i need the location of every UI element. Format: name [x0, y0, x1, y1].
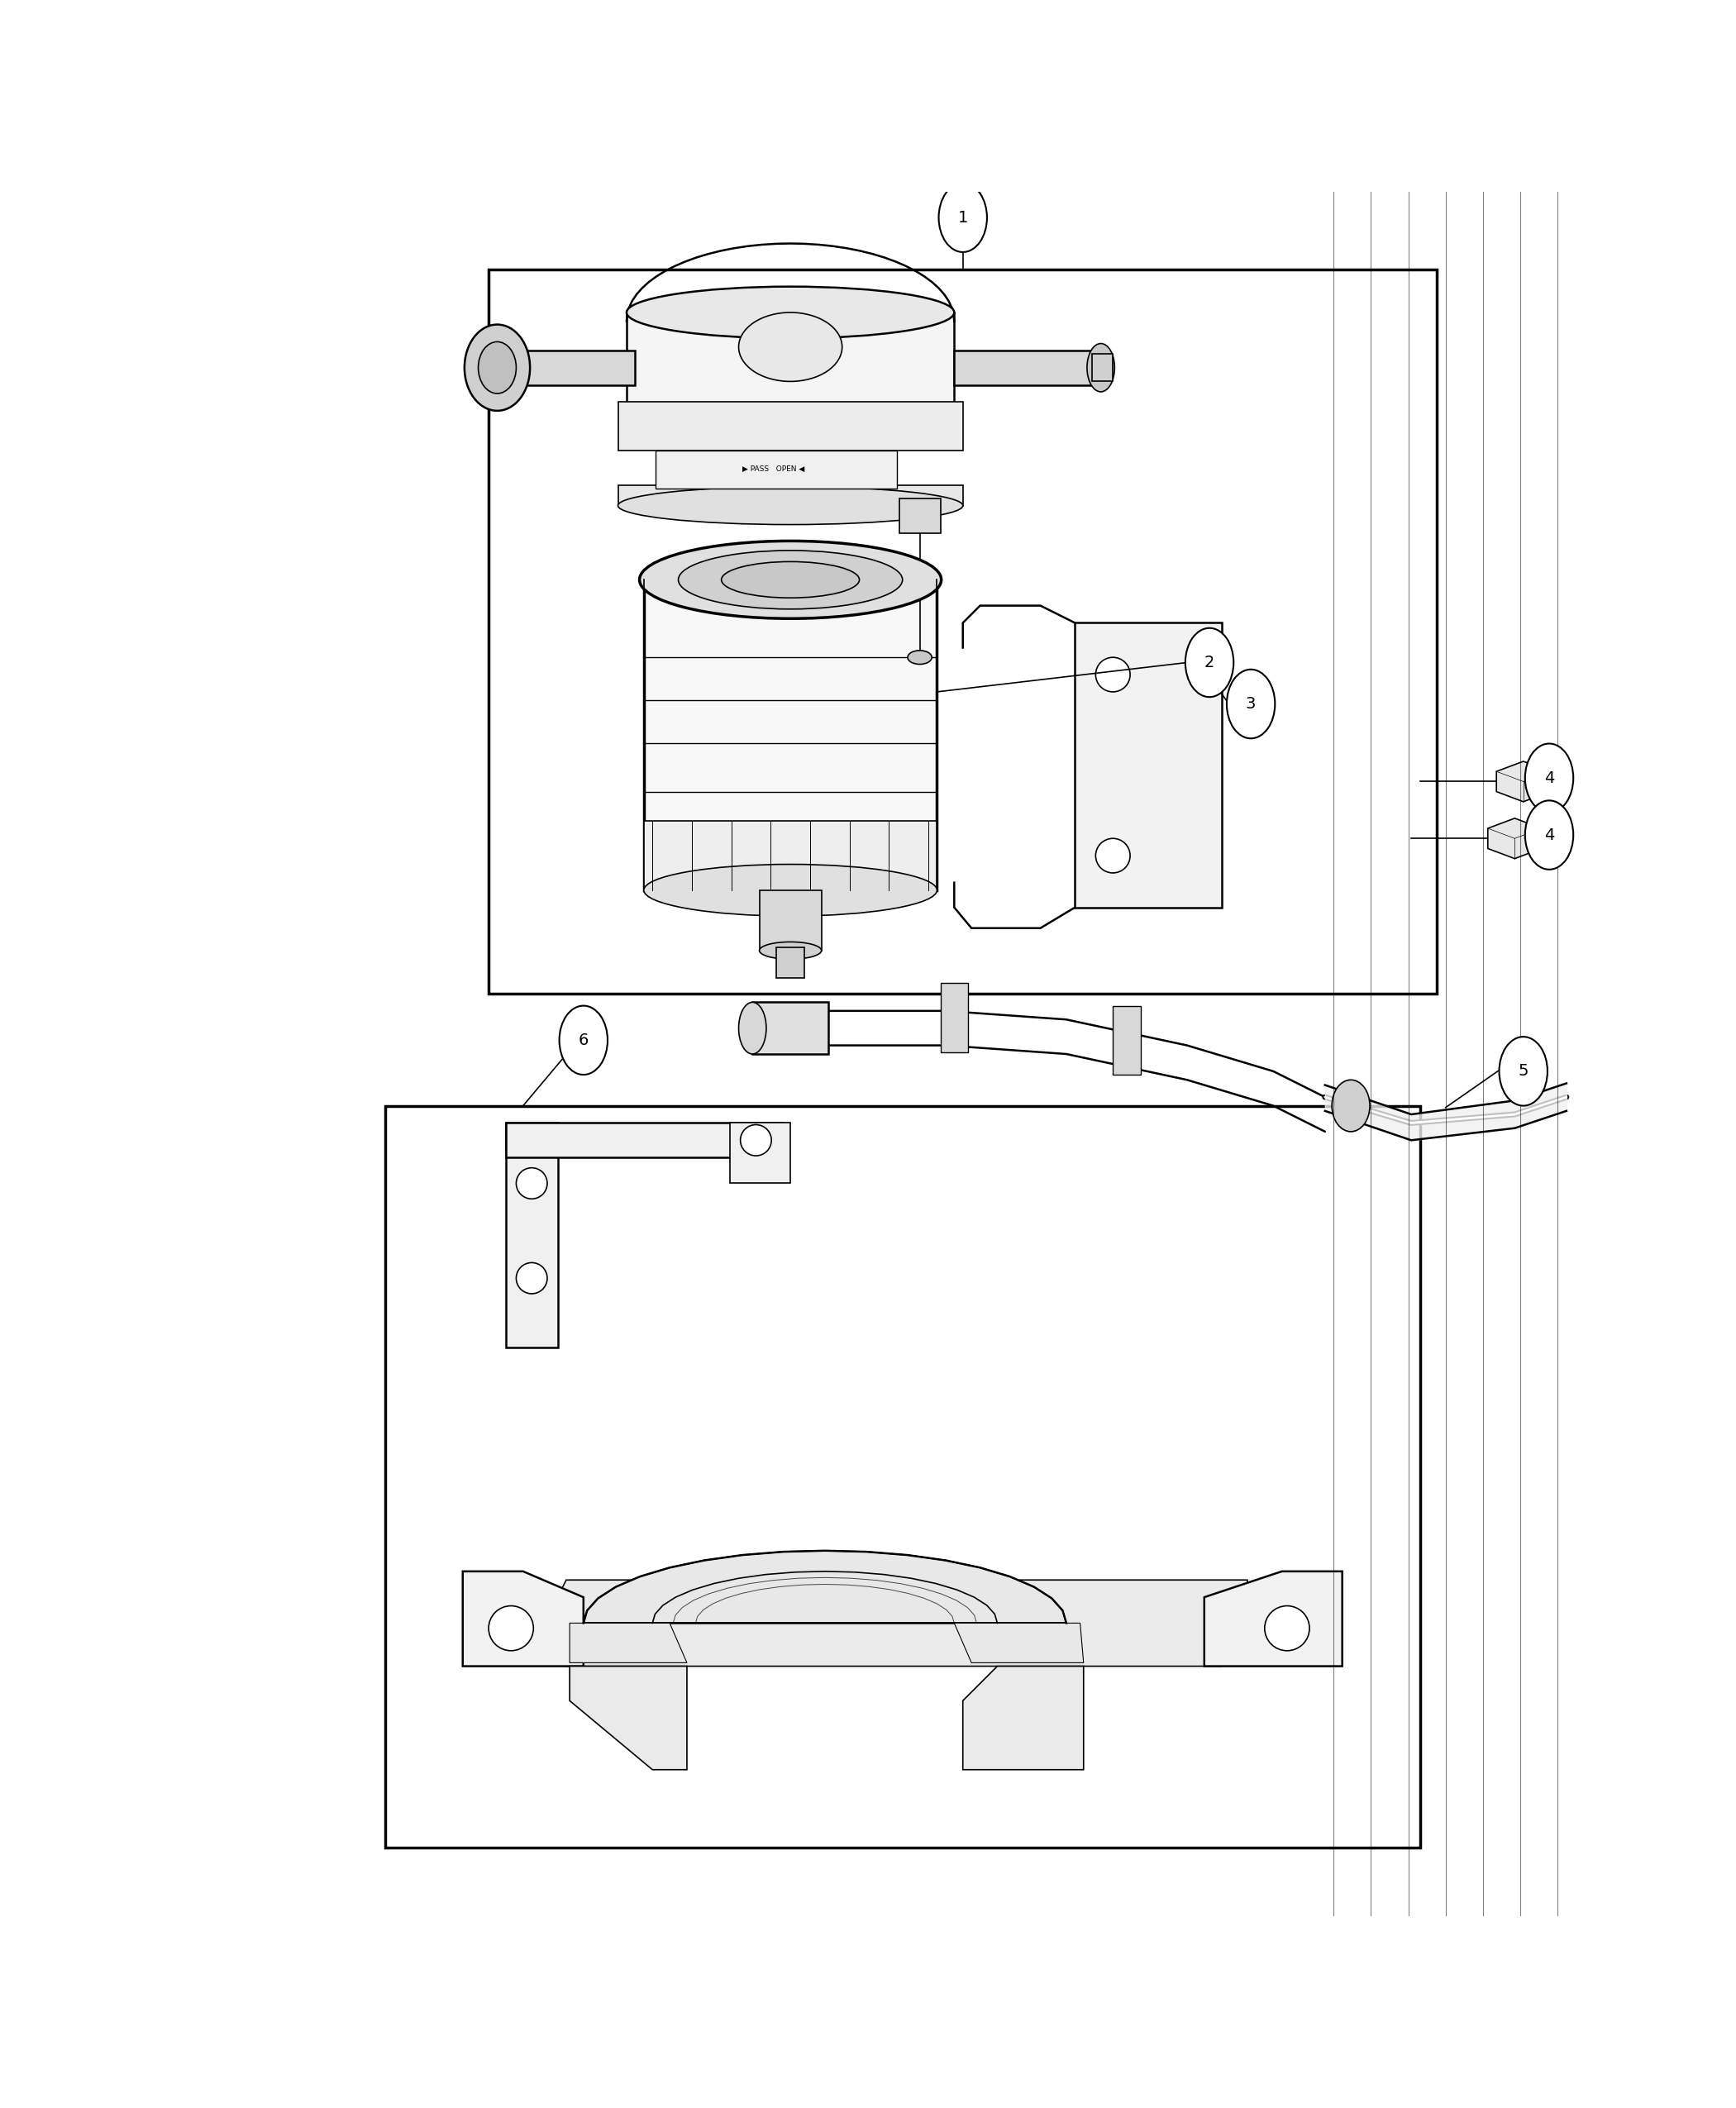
Ellipse shape	[679, 550, 903, 609]
Circle shape	[488, 1606, 533, 1651]
Polygon shape	[955, 1623, 1083, 1663]
Polygon shape	[1205, 1570, 1342, 1665]
Ellipse shape	[1087, 344, 1115, 392]
Text: ▶ PASS   OPEN ◀: ▶ PASS OPEN ◀	[741, 466, 804, 472]
Bar	[618, 485, 963, 506]
Ellipse shape	[559, 1006, 608, 1075]
Bar	[1113, 1006, 1141, 1075]
Bar	[752, 1001, 828, 1054]
Ellipse shape	[1227, 670, 1274, 738]
Ellipse shape	[908, 651, 932, 664]
Ellipse shape	[1524, 801, 1573, 868]
Text: 3: 3	[1246, 696, 1255, 713]
Polygon shape	[464, 1570, 583, 1665]
Ellipse shape	[644, 864, 937, 917]
Circle shape	[1095, 658, 1130, 691]
Ellipse shape	[1186, 628, 1234, 698]
Bar	[955, 350, 1101, 386]
Text: 1: 1	[958, 211, 969, 226]
Text: 6: 6	[578, 1033, 589, 1048]
Polygon shape	[731, 1124, 790, 1183]
Circle shape	[1264, 1606, 1309, 1651]
Polygon shape	[505, 1124, 557, 1347]
Bar	[759, 890, 821, 951]
Ellipse shape	[627, 287, 955, 337]
Bar	[776, 946, 804, 978]
Bar	[385, 1107, 1420, 1847]
Ellipse shape	[1332, 1079, 1370, 1132]
Ellipse shape	[618, 487, 963, 525]
Bar	[618, 403, 963, 451]
Bar	[941, 982, 969, 1052]
Bar	[1092, 354, 1113, 382]
Ellipse shape	[722, 561, 859, 599]
Ellipse shape	[759, 942, 821, 959]
Bar	[644, 580, 937, 890]
Ellipse shape	[738, 1001, 766, 1054]
Polygon shape	[569, 1665, 687, 1771]
Circle shape	[516, 1263, 547, 1294]
Circle shape	[740, 1126, 771, 1155]
Text: 4: 4	[1543, 769, 1554, 786]
Ellipse shape	[738, 312, 842, 382]
Ellipse shape	[939, 183, 988, 253]
Ellipse shape	[465, 325, 529, 411]
Polygon shape	[583, 1551, 1066, 1623]
Bar	[899, 500, 941, 533]
Polygon shape	[505, 1124, 781, 1157]
Text: 2: 2	[1205, 656, 1215, 670]
Polygon shape	[1488, 818, 1542, 858]
Ellipse shape	[477, 341, 516, 394]
Text: 5: 5	[1519, 1062, 1528, 1079]
Bar	[488, 270, 1437, 993]
Polygon shape	[569, 1623, 687, 1663]
Bar	[656, 451, 898, 489]
Ellipse shape	[1500, 1037, 1547, 1107]
Bar	[627, 312, 955, 407]
Bar	[496, 350, 635, 386]
Bar	[644, 822, 937, 890]
Bar	[1075, 622, 1222, 906]
Text: 4: 4	[1543, 826, 1554, 843]
Circle shape	[1095, 839, 1130, 873]
Ellipse shape	[1524, 744, 1573, 812]
Ellipse shape	[639, 542, 941, 618]
Polygon shape	[963, 1665, 1083, 1771]
Circle shape	[516, 1168, 547, 1199]
Polygon shape	[540, 1581, 1248, 1665]
Polygon shape	[1496, 761, 1550, 801]
